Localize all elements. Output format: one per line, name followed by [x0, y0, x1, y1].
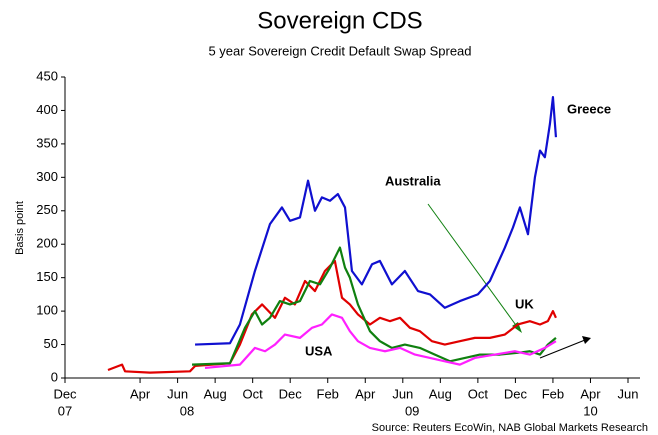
trend-arrowhead	[582, 336, 591, 344]
x-tick-label: Jun	[167, 386, 188, 401]
y-tick-label: 400	[36, 102, 58, 117]
series-line	[195, 95, 558, 346]
x-tick-label: Dec	[279, 386, 303, 401]
y-tick-label: 300	[36, 169, 58, 184]
y-tick-label: 150	[36, 269, 58, 284]
y-tick-label: 350	[36, 135, 58, 150]
y-axis-label: Basis point	[14, 201, 26, 255]
chart-title: Sovereign CDS	[257, 7, 422, 34]
series-label: UK	[515, 296, 534, 311]
series-label: USA	[305, 343, 333, 358]
series-line	[192, 246, 557, 366]
y-tick-label: 50	[44, 336, 58, 351]
annotation-arrowhead	[512, 322, 522, 333]
x-tick-label: Oct	[468, 386, 489, 401]
year-label: 08	[180, 403, 194, 418]
x-tick-label: Aug	[429, 386, 452, 401]
x-tick-label: Jun	[392, 386, 413, 401]
x-tick-label: Feb	[317, 386, 339, 401]
x-tick-label: Feb	[542, 386, 564, 401]
source-note: Source: Reuters EcoWin, NAB Global Marke…	[372, 422, 648, 434]
chart-subtitle: 5 year Sovereign Credit Default Swap Spr…	[208, 43, 471, 58]
x-tick-label: Apr	[580, 386, 601, 401]
y-tick-label: 200	[36, 236, 58, 251]
x-tick-label: Aug	[204, 386, 227, 401]
y-tick-label: 0	[51, 369, 58, 384]
series-label: Australia	[385, 173, 441, 188]
series-line	[204, 313, 557, 370]
y-tick-label: 100	[36, 303, 58, 318]
series-label: Greece	[567, 101, 611, 116]
year-label: 07	[58, 403, 72, 418]
x-tick-label: Jun	[618, 386, 639, 401]
x-tick-label: Apr	[355, 386, 376, 401]
annotation-arrow	[427, 203, 519, 329]
x-tick-label: Dec	[53, 386, 77, 401]
x-tick-label: Oct	[243, 386, 264, 401]
x-tick-label: Dec	[504, 386, 528, 401]
y-tick-label: 250	[36, 202, 58, 217]
y-tick-label: 450	[36, 68, 58, 83]
year-label: 10	[583, 403, 597, 418]
x-tick-label: Apr	[130, 386, 151, 401]
trend-arrow	[539, 339, 586, 359]
year-label: 09	[405, 403, 419, 418]
